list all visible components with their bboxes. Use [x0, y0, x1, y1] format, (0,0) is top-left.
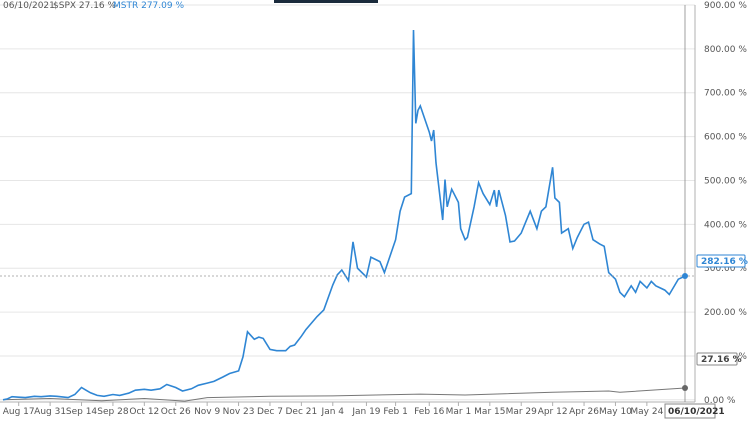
x-tick-label: May 10: [599, 407, 632, 417]
x-tick-label: Aug 17: [3, 407, 35, 417]
series-line-spx: [2, 387, 686, 402]
spx-end-marker: [682, 384, 688, 391]
y-tick-label: 0.00 %: [704, 396, 736, 406]
x-tick-label: Feb 16: [414, 407, 445, 417]
date-badge-background: [664, 403, 716, 419]
x-tick-label: Mar 29: [506, 407, 538, 417]
x-tick-label: Apr 12: [538, 407, 568, 417]
x-tick-label: Nov 23: [223, 407, 255, 417]
x-tick-label: Dec 7: [257, 407, 283, 417]
x-tick-label: Sep 28: [97, 407, 129, 417]
mstr-end-marker: [682, 273, 688, 280]
spx-badge-background: [696, 352, 738, 366]
mstr-badge-background: [696, 254, 746, 268]
legend-item-mstr: MSTR 277.09 %: [113, 1, 184, 11]
date-badge: 06/10/2021: [664, 403, 725, 419]
top-toolbar-strip: [274, 0, 378, 3]
x-tick-label: Jan 19: [351, 407, 380, 417]
legend-date: 06/10/2021: [3, 1, 55, 11]
x-tick-label: Feb 1: [383, 407, 408, 417]
x-tick-label: Mar 15: [474, 407, 505, 417]
x-tick-label: Oct 26: [161, 407, 191, 417]
x-tick-label: Nov 9: [194, 407, 220, 417]
y-tick-label: 900.00 %: [704, 1, 747, 11]
y-tick-label: 800.00 %: [704, 45, 747, 55]
spx-badge-text: 27.16 %: [701, 355, 742, 365]
x-tick-label: Jan 4: [321, 407, 345, 417]
mstr-value-badge: 282.16 %: [682, 254, 748, 280]
x-tick-label: Apr 26: [569, 407, 599, 417]
y-tick-label: 500.00 %: [704, 176, 747, 186]
legend-item-spx: $SPX 27.16 %: [53, 1, 117, 11]
x-tick-label: Sep 14: [66, 407, 98, 417]
legend: 06/10/2021 $SPX 27.16 % MSTR 277.09 %: [3, 1, 184, 11]
x-tick-label: May 24: [630, 407, 663, 417]
x-tick-label: Dec 21: [286, 407, 318, 417]
date-badge-text: 06/10/2021: [668, 407, 725, 417]
x-tick-label: Mar 1: [446, 407, 472, 417]
x-axis-tick-labels: Aug 17 Aug 31 Sep 14 Sep 28 Oct 12 Oct 26 Nov …: [3, 402, 664, 417]
grid-lines: [0, 4, 695, 401]
spx-value-badge: 27.16 %: [682, 352, 742, 391]
mstr-badge-text: 282.16 %: [701, 257, 748, 267]
x-tick-label: Oct 12: [129, 407, 159, 417]
y-tick-label: 300.00 %: [704, 264, 747, 274]
y-axis-tick-labels: 900.00 % 800.00 % 700.00 % 600.00 % 500.00 %…: [704, 1, 747, 406]
y-tick-label: 700.00 %: [704, 89, 747, 99]
y-tick-label: 400.00 %: [704, 220, 747, 230]
y-tick-label: 600.00 %: [704, 133, 747, 143]
series-line-mstr[interactable]: [2, 29, 686, 401]
x-tick-label: Aug 31: [34, 407, 66, 417]
y-tick-label: 200.00 %: [704, 308, 747, 318]
